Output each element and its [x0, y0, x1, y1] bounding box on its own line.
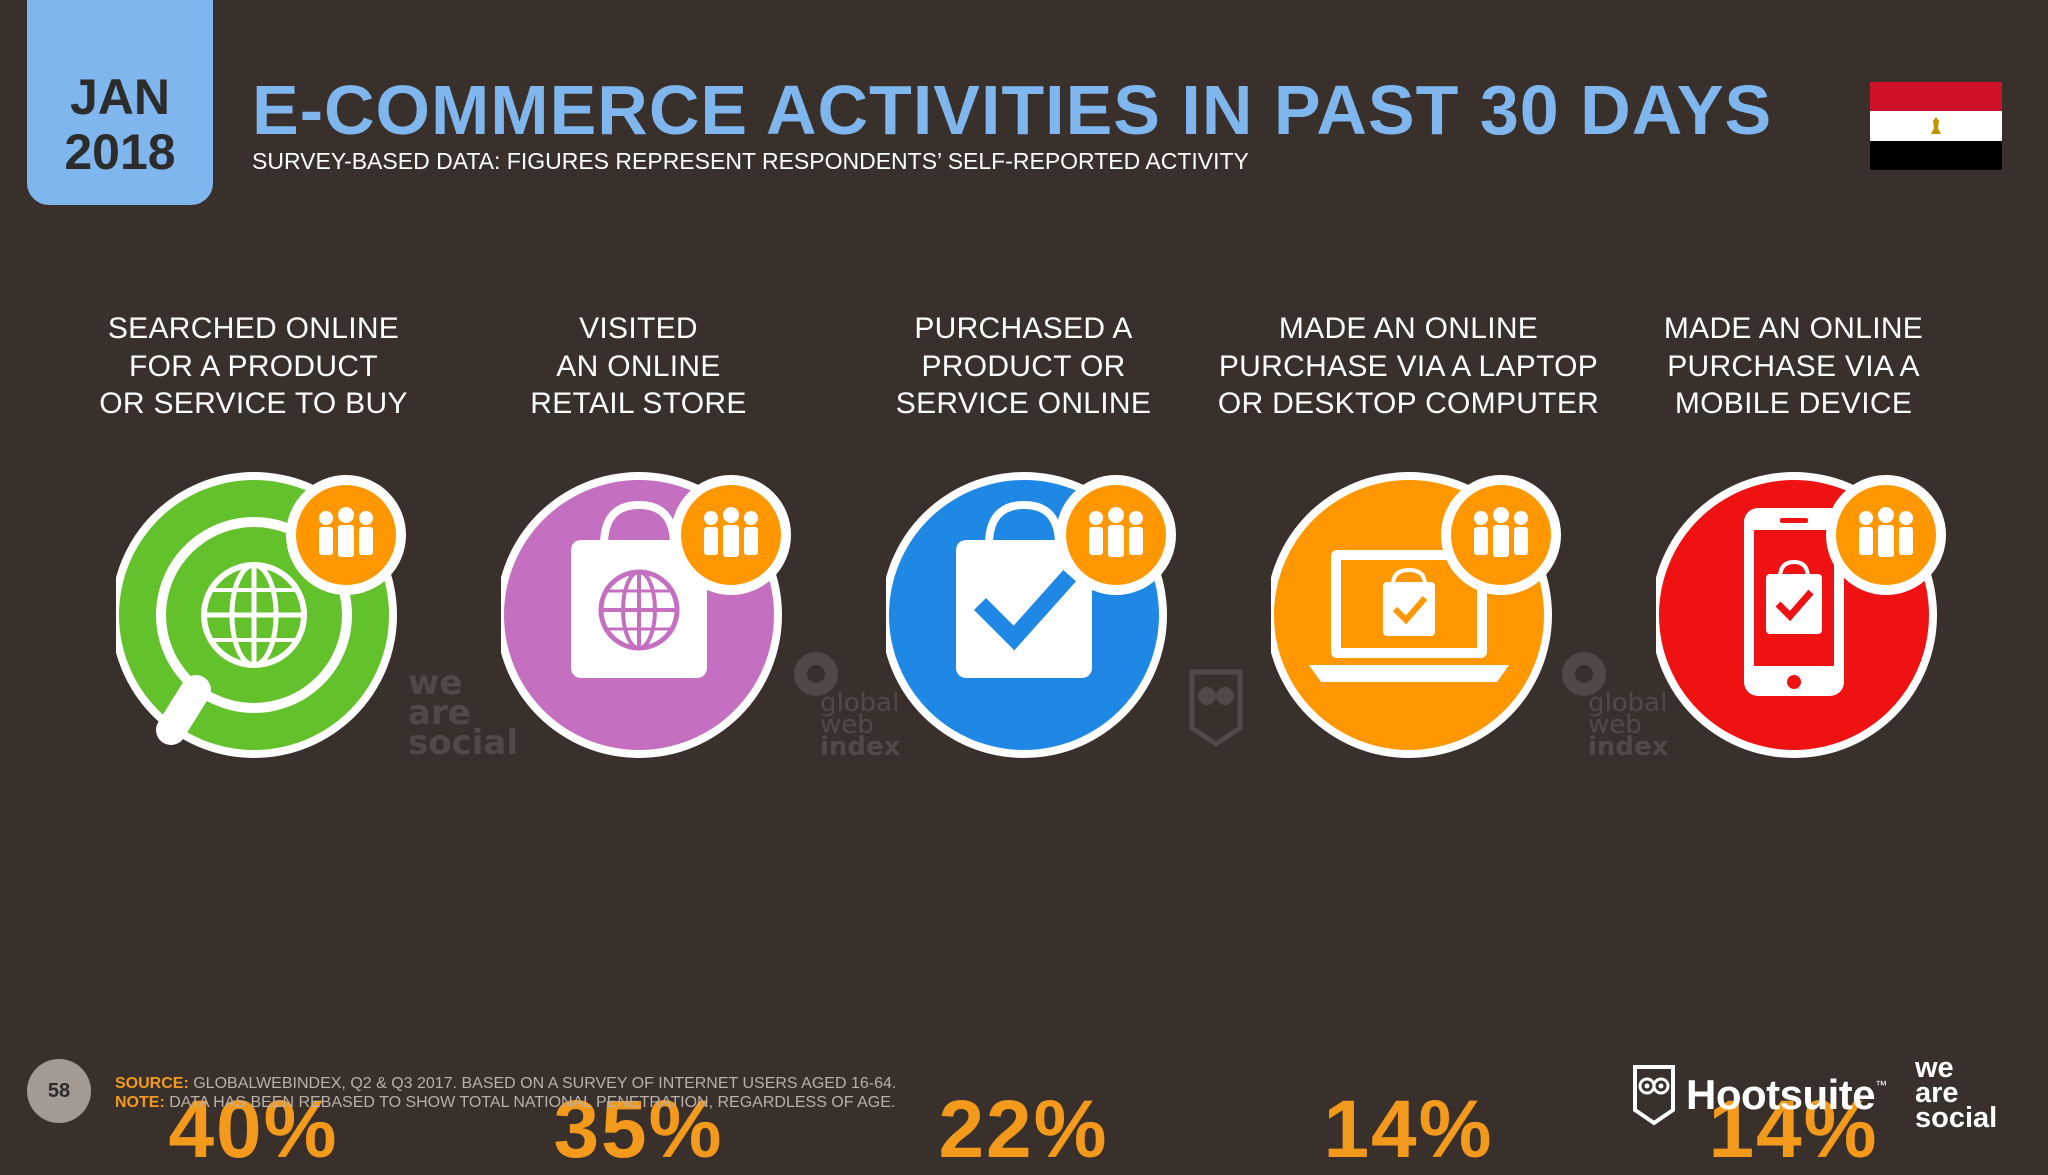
activity-label: SEARCHED ONLINE FOR A PRODUCT OR SERVICE…: [99, 312, 408, 420]
egypt-flag-icon: [1870, 82, 2002, 170]
wearesocial-logo: we are social: [1915, 1052, 1998, 1134]
activity-purchased: PURCHASED A PRODUCT OR SERVICE ONLINE 22…: [831, 310, 1216, 1175]
eagle-icon: [1931, 117, 1941, 134]
date-year: 2018: [64, 124, 176, 180]
gwi-logo-icon: [1562, 652, 1606, 696]
owl-icon: [1189, 669, 1243, 748]
wearesocial-watermark: we are social: [408, 663, 519, 763]
gwi-watermark-1: global web index: [792, 650, 912, 760]
activity-mobile: MADE AN ONLINE PURCHASE VIA A MOBILE DEV…: [1601, 310, 1986, 1175]
activity-label: PURCHASED A PRODUCT OR SERVICE ONLINE: [895, 312, 1152, 420]
gwi-logo-icon: [794, 652, 838, 696]
activity-searched: SEARCHED ONLINE FOR A PRODUCT OR SERVICE…: [61, 310, 446, 1175]
mobile-bag-icon: [1656, 472, 1946, 758]
note-text: DATA HAS BEEN REBASED TO SHOW TOTAL NATI…: [169, 1094, 896, 1111]
laptop-bag-icon: [1271, 472, 1561, 758]
activity-label: VISITED AN ONLINE RETAIL STORE: [530, 312, 747, 420]
activity-value: 14%: [1323, 1084, 1494, 1175]
globe-search-icon: [116, 472, 406, 758]
owl-watermark: [1188, 668, 1244, 752]
footnote: SOURCE: GLOBALWEBINDEX, Q2 & Q3 2017. BA…: [115, 1074, 896, 1112]
shopping-bag-check-icon: [886, 472, 1176, 758]
source-text: GLOBALWEBINDEX, Q2 & Q3 2017. BASED ON A…: [193, 1075, 897, 1092]
activity-visited: VISITED AN ONLINE RETAIL STORE 35%: [446, 310, 831, 1175]
source-label: SOURCE:: [115, 1075, 189, 1092]
date-tab: JAN 2018: [27, 0, 213, 205]
activity-label: MADE AN ONLINE PURCHASE VIA A LAPTOP OR …: [1217, 312, 1600, 420]
date-month: JAN: [69, 69, 171, 125]
page-number: 58: [27, 1059, 91, 1123]
trademark: ™: [1875, 1078, 1888, 1092]
shopping-bag-globe-icon: [501, 472, 791, 758]
gwi-watermark-2: global web index: [1560, 650, 1680, 760]
page-subtitle: SURVEY-BASED DATA: FIGURES REPRESENT RES…: [252, 148, 1249, 174]
hootsuite-logo: Hootsuite ™: [1632, 1060, 1887, 1130]
owl-icon: [1633, 1065, 1675, 1126]
activity-laptop: MADE AN ONLINE PURCHASE VIA A LAPTOP OR …: [1216, 310, 1601, 1175]
page-title: E-COMMERCE ACTIVITIES IN PAST 30 DAYS: [252, 71, 1773, 149]
note-label: NOTE:: [115, 1094, 165, 1111]
activity-label: MADE AN ONLINE PURCHASE VIA A MOBILE DEV…: [1663, 312, 1924, 420]
hootsuite-name: Hootsuite: [1686, 1071, 1876, 1118]
